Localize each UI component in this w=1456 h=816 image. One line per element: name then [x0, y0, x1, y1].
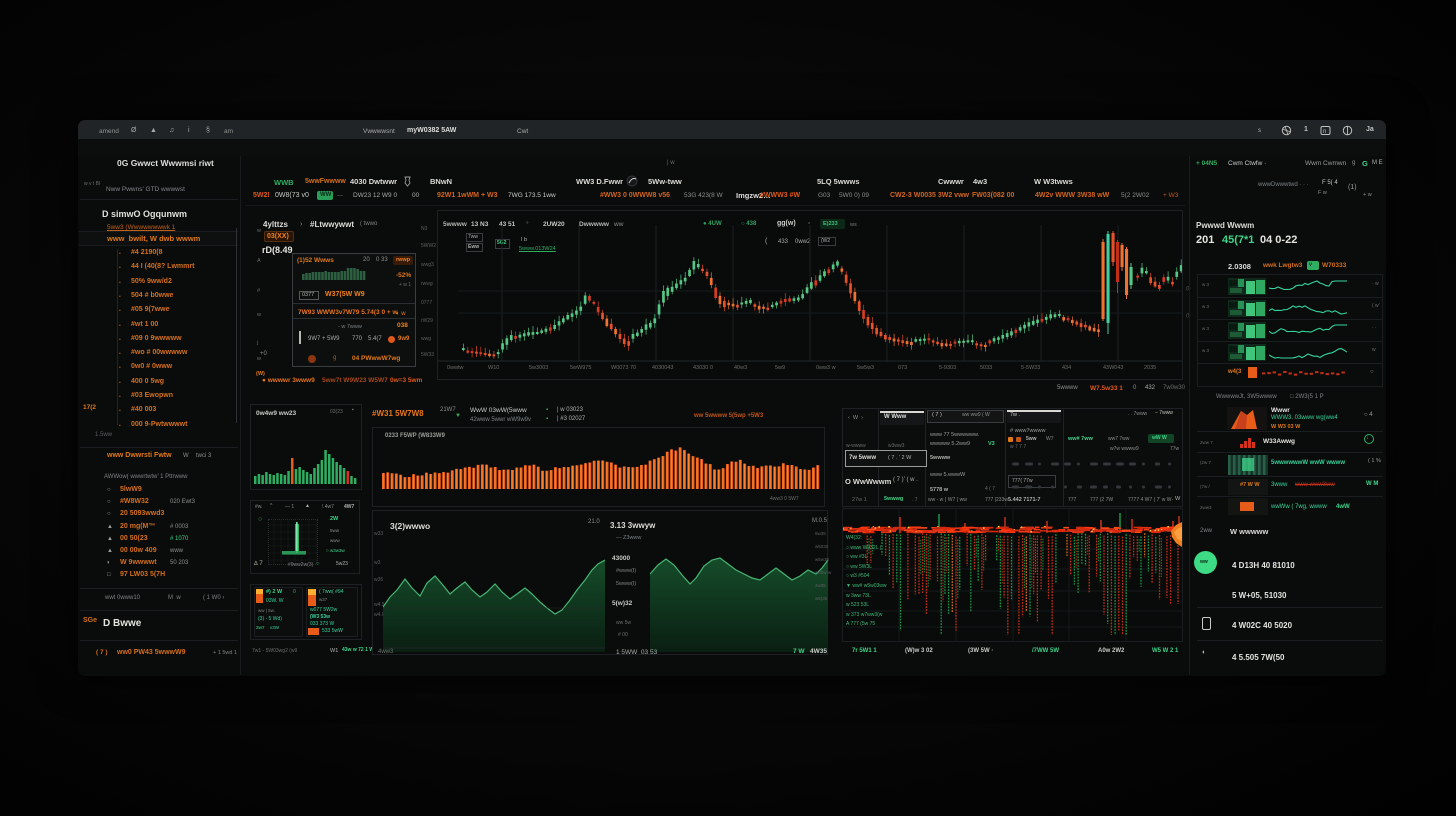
svg-text:n: n [1323, 129, 1326, 135]
